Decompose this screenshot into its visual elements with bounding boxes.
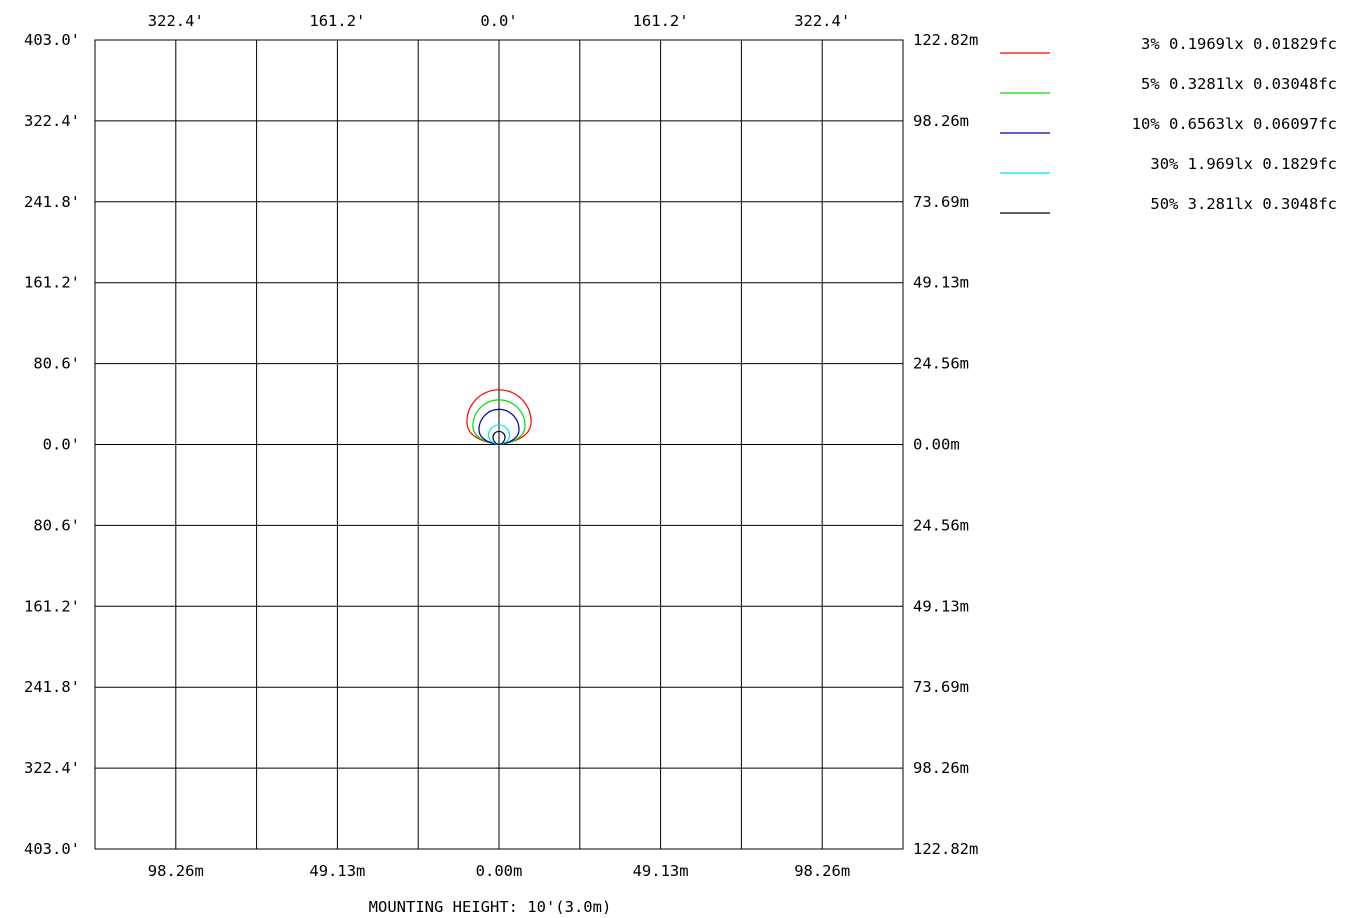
contours [466,389,532,446]
right-tick-label: 98.26m [913,759,969,777]
bottom-tick-label: 49.13m [309,862,365,880]
right-tick-label: 73.69m [913,193,969,211]
bottom-tick-label: 98.26m [148,862,204,880]
right-tick-label: 122.82m [913,840,978,858]
left-tick-label: 403.0' [24,840,80,858]
left-tick-label: 161.2' [24,597,80,615]
right-tick-label: 24.56m [913,355,969,373]
bottom-tick-label: 0.00m [476,862,523,880]
grid [94,39,904,850]
tick-labels: 322.4' 161.2' 0.0' 161.2' 322.4' 98.26m 49.13m… [24,12,978,880]
top-tick-label: 322.4' [794,12,850,30]
right-tick-label: 73.69m [913,678,969,696]
legend-label: 30% 1.969lx 0.1829fc [1150,155,1337,173]
top-tick-label: 161.2' [633,12,689,30]
contour-line [492,430,506,446]
left-tick-label: 322.4' [24,112,80,130]
top-tick-label: 161.2' [309,12,365,30]
left-tick-label: 241.8' [24,193,80,211]
legend-label: 10% 0.6563lx 0.06097fc [1132,115,1337,133]
legend-label: 3% 0.1969lx 0.01829fc [1141,35,1337,53]
left-tick-label: 161.2' [24,274,80,292]
right-tick-label: 98.26m [913,112,969,130]
contour-line [472,399,526,446]
left-tick-label: 403.0' [24,31,80,49]
contour-line [466,389,532,446]
left-tick-label: 80.6' [33,355,80,373]
contour-line [487,424,511,446]
contour-line [478,408,520,446]
left-tick-label: 241.8' [24,678,80,696]
left-tick-label: 0.0' [43,436,80,454]
top-tick-label: 322.4' [148,12,204,30]
right-tick-label: 0.00m [913,436,960,454]
top-tick-label: 0.0' [480,12,517,30]
legend-label: 50% 3.281lx 0.3048fc [1150,195,1337,213]
legend-label: 5% 0.3281lx 0.03048fc [1141,75,1337,93]
legend: 3% 0.1969lx 0.01829fc 5% 0.3281lx 0.03048… [1000,35,1337,214]
right-tick-label: 49.13m [913,597,969,615]
bottom-tick-label: 98.26m [794,862,850,880]
bottom-tick-label: 49.13m [633,862,689,880]
right-tick-label: 49.13m [913,274,969,292]
left-tick-label: 80.6' [33,516,80,534]
mounting-height-label: MOUNTING HEIGHT: 10'(3.0m) [369,898,612,916]
right-tick-label: 24.56m [913,516,969,534]
right-tick-label: 122.82m [913,31,978,49]
left-tick-label: 322.4' [24,759,80,777]
